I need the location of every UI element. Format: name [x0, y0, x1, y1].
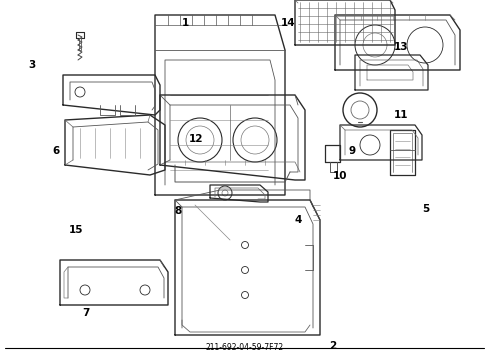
Text: 6: 6 — [53, 146, 60, 156]
Text: 211-692-04-59-7F72: 211-692-04-59-7F72 — [205, 343, 283, 352]
Text: 13: 13 — [393, 42, 407, 52]
Text: 7: 7 — [81, 308, 89, 318]
Text: 11: 11 — [393, 110, 407, 120]
Text: 10: 10 — [332, 171, 346, 181]
Text: 2: 2 — [328, 341, 335, 351]
Text: 12: 12 — [188, 134, 203, 144]
Text: 14: 14 — [281, 18, 295, 28]
Text: 1: 1 — [182, 18, 189, 28]
Text: 15: 15 — [68, 225, 83, 235]
Text: 3: 3 — [28, 60, 35, 70]
Text: 8: 8 — [175, 206, 182, 216]
Text: 9: 9 — [348, 146, 355, 156]
Text: 5: 5 — [421, 204, 428, 214]
Text: 4: 4 — [294, 215, 302, 225]
